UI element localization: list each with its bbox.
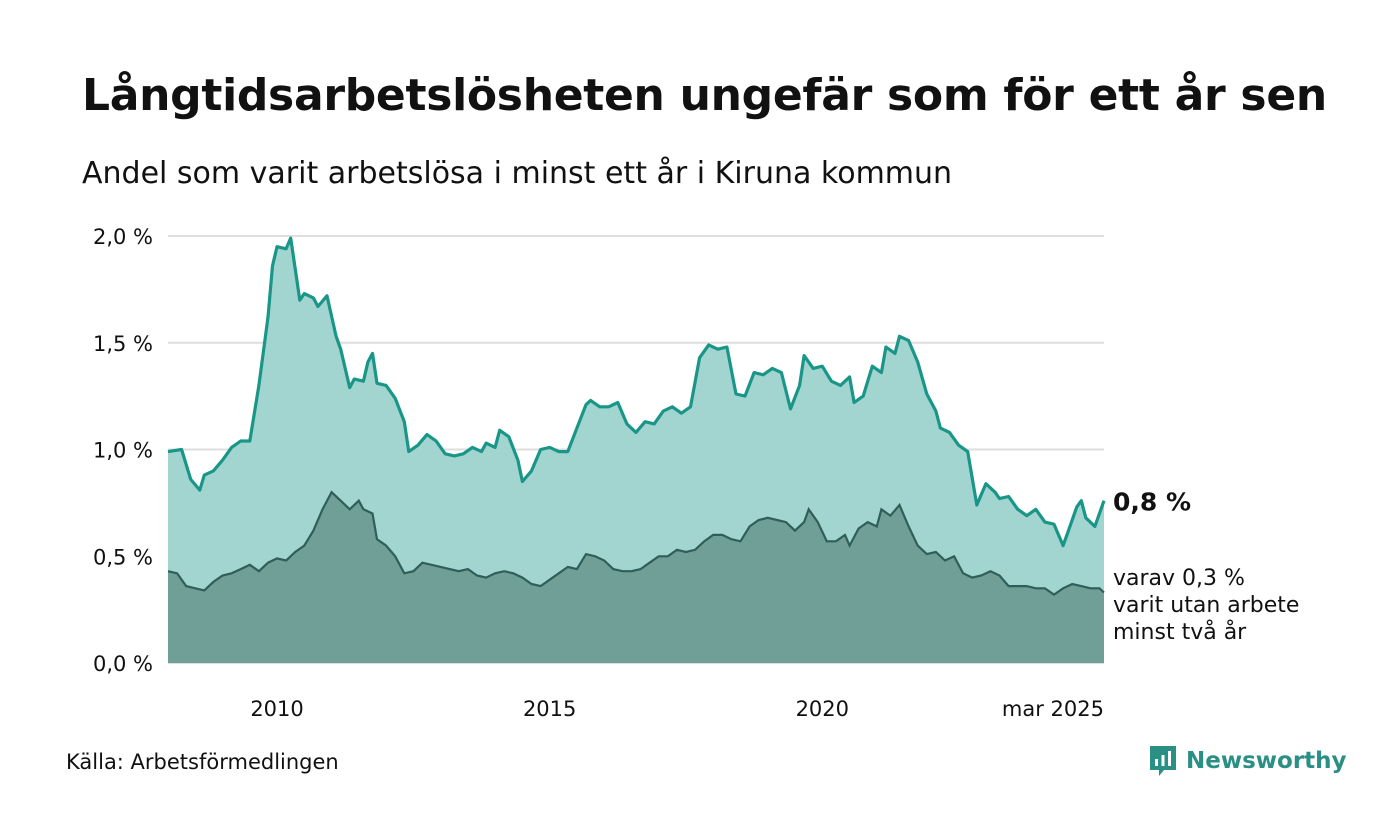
x-tick-label: 2015 — [523, 697, 576, 721]
series-2-end-label-line: varit utan arbete — [1113, 593, 1299, 618]
x-tick-label: mar 2025 — [1002, 697, 1104, 721]
y-tick-label: 2,0 % — [93, 225, 153, 249]
x-tick-label: 2020 — [796, 697, 849, 721]
series-2-end-label-line: varav 0,3 % — [1113, 566, 1245, 591]
y-axis-labels: 0,0 % 0,5 % 1,0 % 1,5 % 2,0 % — [93, 225, 153, 676]
x-axis-labels: 2010 2015 2020 mar 2025 — [250, 697, 1104, 721]
brand-name: Newsworthy — [1186, 748, 1347, 774]
source-note: Källa: Arbetsförmedlingen — [66, 750, 339, 774]
y-tick-label: 1,0 % — [93, 439, 153, 463]
chart-subtitle: Andel som varit arbetslösa i minst ett å… — [82, 156, 953, 191]
x-tick-label: 2010 — [250, 697, 303, 721]
series-2-end-label-line: minst två år — [1113, 619, 1247, 645]
series-2-line — [167, 490, 1105, 597]
y-tick-label: 0,5 % — [93, 545, 153, 569]
y-tick-label: 0,0 % — [93, 652, 153, 676]
newsworthy-icon — [1150, 746, 1176, 776]
chart-title: Långtidsarbetslösheten ungefär som för e… — [82, 70, 1327, 121]
brand-logo: Newsworthy — [1148, 744, 1347, 778]
series-1-end-label: 0,8 % — [1113, 488, 1191, 517]
series-2-area — [168, 492, 1104, 663]
series-1-line — [167, 236, 1106, 548]
y-tick-label: 1,5 % — [93, 332, 153, 356]
